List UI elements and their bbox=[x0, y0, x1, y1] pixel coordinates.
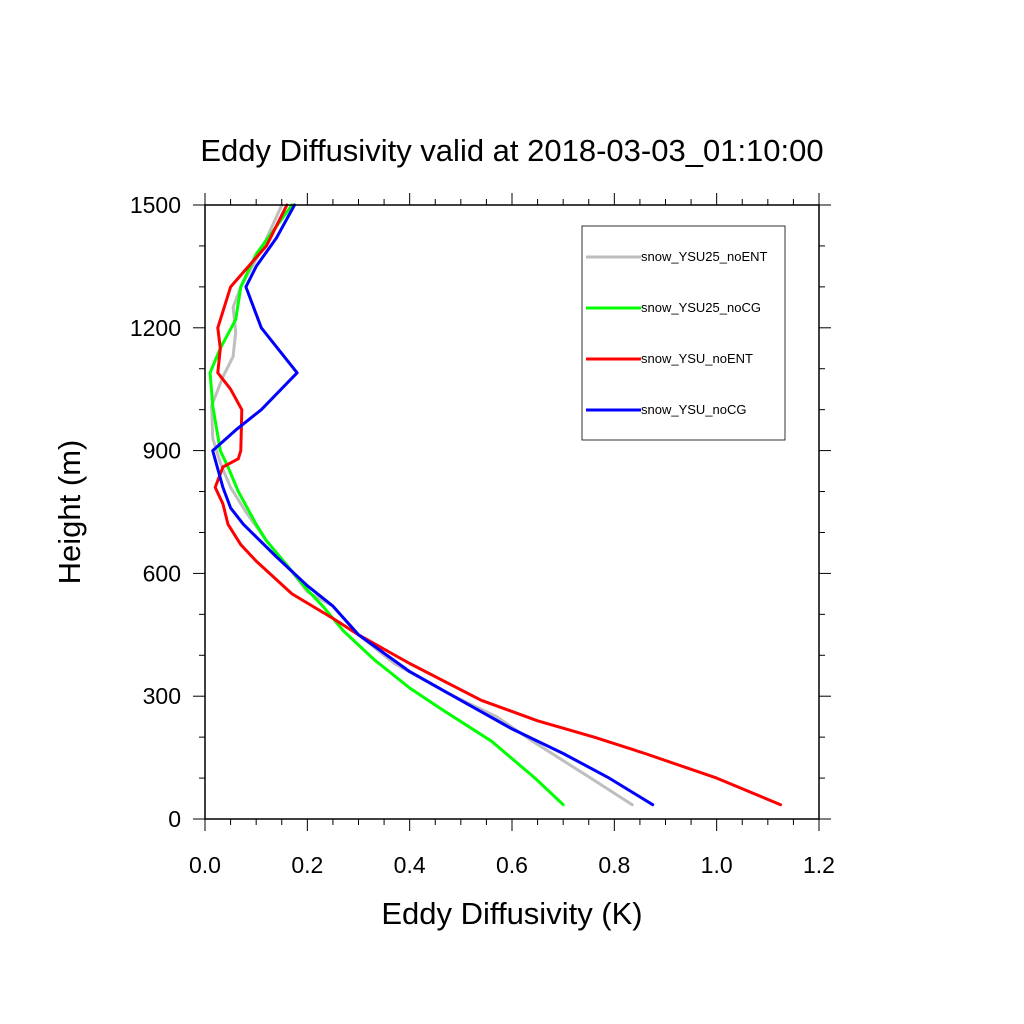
y-tick-label: 600 bbox=[143, 560, 181, 586]
series-line-snow_YSU25_noCG bbox=[208, 203, 565, 807]
y-tick-label: 0 bbox=[168, 806, 181, 832]
y-tick-label: 300 bbox=[143, 683, 181, 709]
x-tick-label: 0.4 bbox=[394, 852, 426, 878]
series-line-snow_YSU25_noENT bbox=[210, 203, 634, 807]
y-tick-label: 1200 bbox=[130, 315, 181, 341]
legend-label: snow_YSU_noCG bbox=[641, 402, 747, 417]
y-tick-label: 900 bbox=[143, 438, 181, 464]
legend-label: snow_YSU25_noENT bbox=[641, 249, 768, 264]
y-tick-label: 1500 bbox=[130, 192, 181, 218]
y-axis-label: Height (m) bbox=[52, 440, 87, 585]
x-tick-label: 0.6 bbox=[496, 852, 528, 878]
chart-title: Eddy Diffusivity valid at 2018-03-03_01:… bbox=[200, 133, 823, 168]
axis-ticks: 0.0 0.2 0.4 0.6 0.8 1.0 1.2 0 300 600 900 1200 1500 bbox=[130, 192, 835, 878]
legend-box bbox=[581, 225, 786, 441]
x-tick-label: 1.0 bbox=[701, 852, 733, 878]
x-axis-label: Eddy Diffusivity (K) bbox=[381, 896, 642, 931]
x-tick-label: 0.2 bbox=[291, 852, 323, 878]
legend-label: snow_YSU25_noCG bbox=[641, 300, 761, 315]
legend-label: snow_YSU_noENT bbox=[641, 351, 753, 366]
x-tick-label: 0.8 bbox=[598, 852, 630, 878]
legend: snow_YSU25_noENT snow_YSU25_noCG snow_YSU_… bbox=[581, 225, 786, 441]
series-line-snow_YSU_noCG bbox=[211, 203, 655, 807]
x-tick-label: 0.0 bbox=[189, 852, 221, 878]
x-tick-label: 1.2 bbox=[803, 852, 835, 878]
series-line-snow_YSU_noENT bbox=[213, 203, 783, 807]
plot-lines bbox=[208, 203, 783, 807]
